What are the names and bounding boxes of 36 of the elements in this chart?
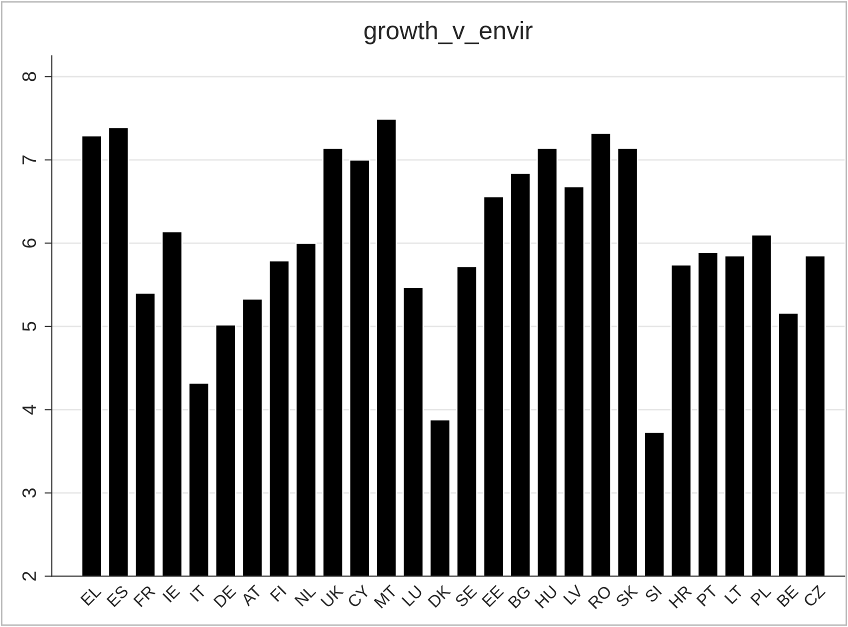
x-tick-label: IE (162, 584, 180, 602)
x-tick-label: HR (668, 584, 692, 608)
x-tick-label: LV (563, 584, 584, 605)
x-tick-label: CZ (802, 584, 826, 608)
x-tick-label: CY (346, 584, 371, 608)
x-tick-label: RO (588, 584, 612, 610)
x-tick-label: FI (270, 585, 286, 602)
x-tick-label: DE (213, 584, 236, 608)
x-tick-label: LT (724, 584, 744, 604)
y-tick-label: 4 (22, 404, 36, 415)
x-tick-label: EE (482, 584, 504, 608)
x-tick-label: PT (696, 584, 718, 606)
x-tick-label: AT (240, 584, 262, 607)
x-tick-label: SK (615, 584, 638, 608)
x-tick-label: ES (106, 584, 129, 608)
x-tick-label: FR (133, 584, 156, 608)
x-tick-label: IT (190, 584, 207, 602)
x-tick-label: LU (402, 585, 423, 607)
y-tick-label: 5 (22, 322, 36, 332)
y-tick-label: 7 (22, 155, 36, 164)
y-tick-label: 2 (22, 572, 36, 581)
x-tick-label: DK (428, 584, 452, 608)
x-tick-label: BG (508, 585, 532, 609)
x-tick-label: MT (374, 584, 398, 608)
y-tick-label: 8 (22, 72, 36, 82)
x-tick-label: BE (776, 584, 799, 608)
x-tick-label: UK (320, 584, 344, 608)
x-tick-label: PL (750, 584, 772, 606)
chart-title: growth_v_envir (364, 21, 533, 44)
x-tick-label: SI (644, 585, 662, 604)
y-tick-label: 3 (22, 488, 36, 498)
x-tick-label: NL (294, 584, 316, 606)
x-tick-label: HU (534, 585, 558, 609)
y-tick-label: 6 (22, 238, 36, 248)
x-tick-label: EL (80, 584, 102, 606)
x-tick-label: SE (454, 584, 478, 608)
